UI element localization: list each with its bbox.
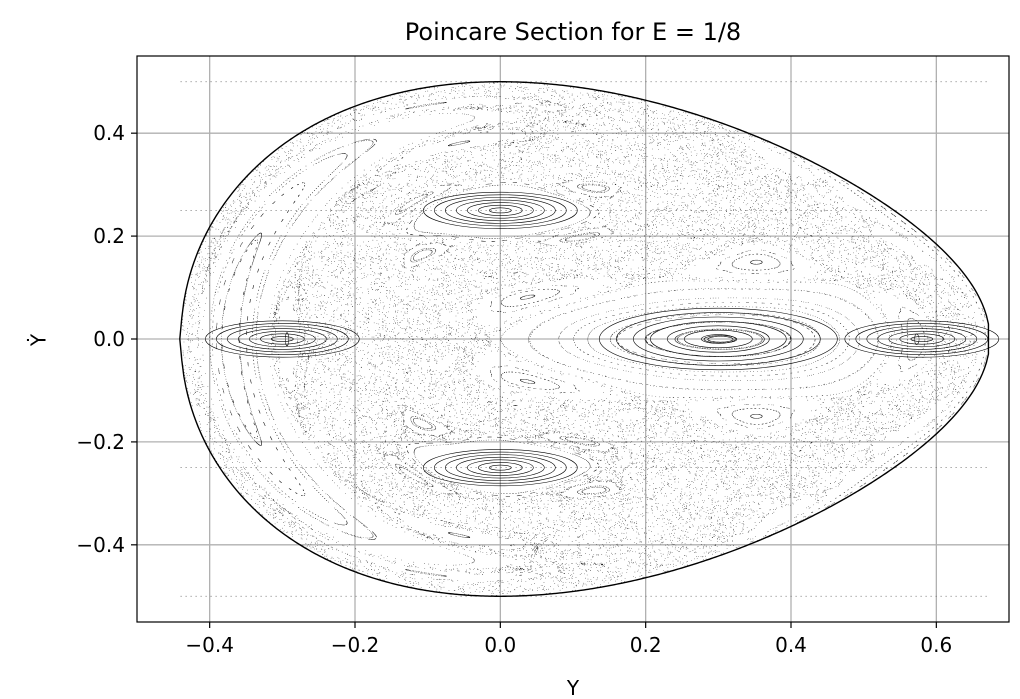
- island-ring: [260, 333, 305, 345]
- island-ring: [667, 325, 770, 353]
- x-axis-label: Y: [566, 676, 580, 699]
- island-ring: [434, 194, 567, 227]
- island-ring: [650, 321, 787, 357]
- y-tick-label: −0.4: [76, 533, 125, 557]
- y-axis-label: Ẏ: [27, 333, 51, 347]
- island-ring: [910, 336, 934, 342]
- poincare-points: [182, 82, 989, 597]
- island-ring: [216, 323, 349, 355]
- island-ring: [445, 454, 556, 481]
- y-tick-label: 0.2: [93, 224, 125, 248]
- island-ring: [478, 204, 523, 216]
- island-ring: [205, 320, 360, 358]
- island-ring: [423, 449, 578, 487]
- island-ring: [616, 312, 821, 366]
- grid-lines: [137, 56, 1009, 622]
- island-ring: [899, 333, 945, 345]
- x-tick-label: 0.4: [775, 633, 807, 657]
- axis-ticks: −0.4 −0.2 0.0 0.2 0.4 0.6 −0.4 −0.2 0.0 0.2 0.4: [76, 121, 952, 657]
- x-tick-label: 0.0: [484, 633, 516, 657]
- island-ring: [271, 336, 294, 342]
- chart-title: Poincare Section for E = 1/8: [405, 18, 741, 46]
- y-tick-label: 0.0: [93, 327, 125, 351]
- y-tick-label: −0.2: [76, 430, 125, 454]
- island-ring: [888, 330, 956, 348]
- island-ring: [489, 207, 512, 214]
- island-ring: [684, 329, 753, 349]
- island-ring: [844, 320, 1000, 358]
- island-ring: [877, 328, 967, 350]
- island-ring: [249, 330, 316, 348]
- island-ring: [489, 464, 512, 471]
- energy-boundary-curve: [179, 81, 990, 597]
- island-ring: [701, 334, 736, 344]
- x-tick-label: −0.4: [185, 633, 234, 657]
- scatter-points: [179, 81, 1000, 597]
- island-ring: [599, 307, 838, 371]
- island-ring: [227, 325, 338, 353]
- island-ring: [445, 197, 556, 224]
- island-ring: [456, 456, 545, 479]
- x-tick-label: 0.6: [920, 633, 952, 657]
- x-tick-label: 0.2: [630, 633, 662, 657]
- island-ring: [434, 451, 567, 484]
- island-ring: [423, 191, 578, 229]
- island-ring: [467, 459, 534, 476]
- island-ring: [467, 202, 534, 219]
- island-ring: [855, 323, 989, 355]
- y-tick-label: 0.4: [93, 121, 125, 145]
- x-tick-label: −0.2: [331, 633, 380, 657]
- island-ring: [238, 328, 327, 350]
- island-ring: [866, 325, 978, 353]
- island-ring: [456, 199, 545, 222]
- island-ring: [633, 316, 804, 362]
- island-ring: [478, 462, 523, 474]
